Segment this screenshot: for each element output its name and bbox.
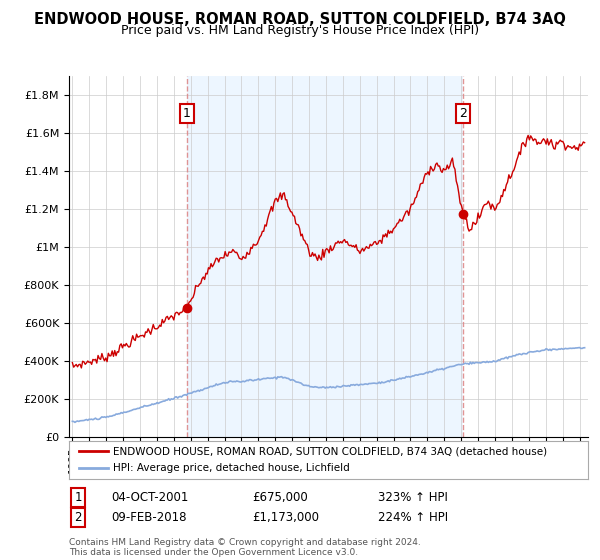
- Text: HPI: Average price, detached house, Lichfield: HPI: Average price, detached house, Lich…: [113, 463, 350, 473]
- Text: 04-OCT-2001: 04-OCT-2001: [111, 491, 188, 504]
- Text: 323% ↑ HPI: 323% ↑ HPI: [378, 491, 448, 504]
- Text: Contains HM Land Registry data © Crown copyright and database right 2024.
This d: Contains HM Land Registry data © Crown c…: [69, 538, 421, 557]
- Text: £1,173,000: £1,173,000: [252, 511, 319, 524]
- Bar: [187, 76, 463, 437]
- Text: Price paid vs. HM Land Registry's House Price Index (HPI): Price paid vs. HM Land Registry's House …: [121, 24, 479, 36]
- Text: 2: 2: [459, 107, 467, 120]
- Text: 2: 2: [74, 511, 82, 524]
- Text: 09-FEB-2018: 09-FEB-2018: [111, 511, 187, 524]
- Text: 224% ↑ HPI: 224% ↑ HPI: [378, 511, 448, 524]
- Text: ENDWOOD HOUSE, ROMAN ROAD, SUTTON COLDFIELD, B74 3AQ (detached house): ENDWOOD HOUSE, ROMAN ROAD, SUTTON COLDFI…: [113, 446, 547, 456]
- Text: 1: 1: [74, 491, 82, 504]
- Text: 1: 1: [183, 107, 191, 120]
- Text: ENDWOOD HOUSE, ROMAN ROAD, SUTTON COLDFIELD, B74 3AQ: ENDWOOD HOUSE, ROMAN ROAD, SUTTON COLDFI…: [34, 12, 566, 27]
- Text: £675,000: £675,000: [252, 491, 308, 504]
